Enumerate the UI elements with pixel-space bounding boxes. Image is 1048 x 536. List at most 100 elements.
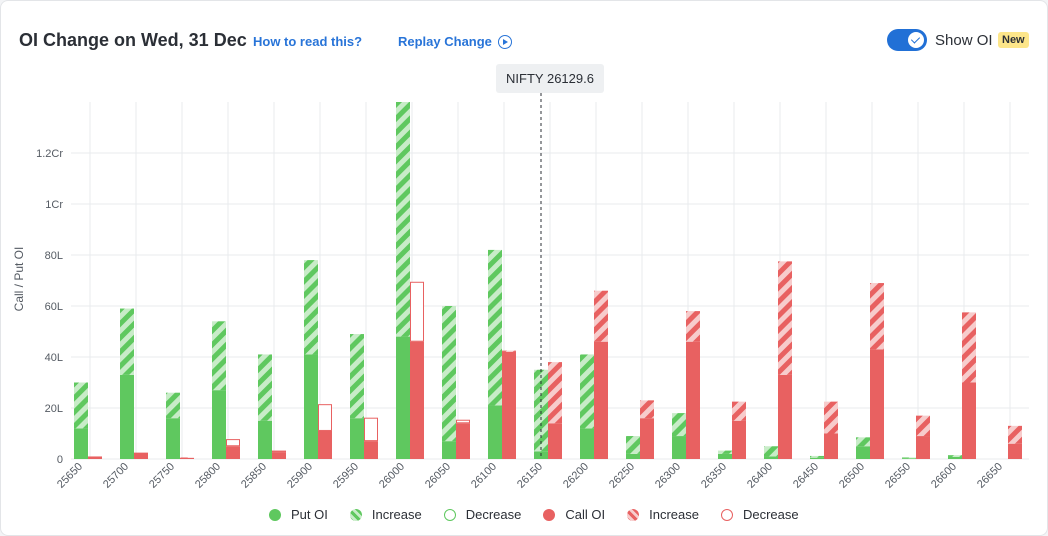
legend-label: Decrease — [465, 507, 522, 522]
x-tick-label: 26450 — [791, 461, 821, 491]
increase-bar — [350, 334, 364, 419]
spot-price-label: NIFTY 26129.6 — [496, 64, 604, 93]
legend-label: Increase — [649, 507, 699, 522]
x-tick-label: 26600 — [929, 461, 959, 491]
increase-bar — [672, 413, 686, 437]
oi-bar — [272, 452, 286, 459]
oi-bar — [120, 374, 134, 459]
call-decrease-swatch-icon — [720, 508, 733, 521]
replay-change-button[interactable]: Replay Change — [398, 34, 512, 49]
legend-put-decrease[interactable]: Decrease — [443, 507, 522, 522]
decrease-bar — [272, 450, 286, 453]
oi-bar — [410, 341, 424, 459]
y-tick-label: 20L — [45, 403, 63, 415]
x-tick-label: 26200 — [561, 461, 591, 491]
y-tick-label: 40L — [45, 352, 63, 364]
increase-bar — [548, 362, 562, 424]
legend-put-oi[interactable]: Put OI — [269, 507, 328, 522]
increase-bar — [640, 400, 654, 419]
oi-bar — [488, 405, 502, 459]
oi-bar — [180, 457, 194, 459]
increase-bar — [120, 308, 134, 375]
decrease-bar — [456, 419, 470, 424]
increase-bar — [502, 350, 516, 352]
decrease-bar — [364, 417, 378, 442]
legend-call-increase[interactable]: Increase — [627, 507, 699, 522]
oi-bar — [396, 336, 410, 459]
oi-bar — [74, 428, 88, 459]
y-tick-label: 1.2Cr — [36, 148, 63, 160]
oi-bar — [166, 418, 180, 459]
increase-bar — [180, 457, 194, 458]
increase-bar — [166, 392, 180, 419]
x-tick-label: 26050 — [423, 461, 453, 491]
legend-call-oi[interactable]: Call OI — [543, 507, 605, 522]
oi-bar — [732, 420, 746, 459]
oi-bar — [212, 390, 226, 459]
new-badge: New — [998, 32, 1029, 48]
oi-bar — [258, 420, 272, 459]
oi-bar — [318, 430, 332, 459]
increase-bar — [718, 450, 732, 454]
increase-bar — [686, 311, 700, 342]
increase-bar — [304, 260, 318, 355]
increase-bar — [732, 401, 746, 421]
show-oi-toggle[interactable] — [887, 29, 927, 51]
legend-label: Put OI — [291, 507, 328, 522]
legend-label: Call OI — [565, 507, 606, 522]
how-to-read-link[interactable]: How to read this? — [253, 34, 363, 49]
oi-bar — [502, 351, 516, 459]
oi-bar — [626, 453, 640, 459]
x-tick-label: 25950 — [331, 461, 361, 491]
x-tick-label: 26650 — [975, 461, 1005, 491]
put-decrease-swatch-icon — [443, 508, 456, 521]
oi-bar — [672, 436, 686, 459]
increase-bar — [764, 446, 778, 457]
x-tick-label: 26550 — [883, 461, 913, 491]
oi-bar — [856, 446, 870, 459]
oi-bar — [640, 418, 654, 459]
x-tick-label: 26000 — [377, 461, 407, 491]
call-oi-swatch-icon — [543, 508, 556, 521]
increase-bar — [810, 455, 824, 458]
bar-layer — [74, 93, 1022, 459]
y-axis-label: Call / Put OI — [12, 247, 26, 312]
chart-title: OI Change on Wed, 31 Dec — [19, 30, 247, 50]
increase-bar — [948, 455, 962, 457]
x-tick-label: 25700 — [101, 461, 131, 491]
increase-bar — [212, 321, 226, 391]
increase-bar — [626, 436, 640, 454]
increase-bar — [856, 437, 870, 447]
legend-label: Increase — [371, 507, 422, 522]
increase-bar — [74, 382, 88, 429]
chart-legend: Put OI Increase Decrease Call OI Increas… — [269, 507, 799, 522]
oi-bar — [548, 423, 562, 459]
increase-bar — [916, 415, 930, 437]
increase-bar — [258, 354, 272, 421]
show-oi-label: Show OI — [935, 32, 993, 49]
oi-bar — [764, 456, 778, 459]
oi-bar — [134, 452, 148, 459]
y-tick-label: 80L — [45, 250, 63, 262]
legend-call-decrease[interactable]: Decrease — [720, 507, 799, 522]
y-tick-label: 60L — [45, 301, 63, 313]
increase-bar — [488, 249, 502, 406]
increase-bar — [778, 261, 792, 375]
oi-bar — [948, 456, 962, 459]
oi-bar — [594, 341, 608, 459]
oi-bar — [1008, 443, 1022, 459]
x-tick-label: 25750 — [147, 461, 177, 491]
decrease-bar — [410, 281, 424, 342]
increase-bar — [396, 102, 410, 337]
legend-label: Decrease — [742, 507, 799, 522]
increase-bar — [594, 290, 608, 342]
call-increase-swatch-icon — [627, 508, 640, 521]
oi-bar — [226, 446, 240, 459]
oi-bar — [456, 423, 470, 459]
increase-bar — [902, 457, 916, 459]
legend-put-increase[interactable]: Increase — [349, 507, 422, 522]
increase-bar — [534, 369, 548, 452]
oi-bar — [686, 341, 700, 459]
increase-bar — [962, 312, 976, 383]
